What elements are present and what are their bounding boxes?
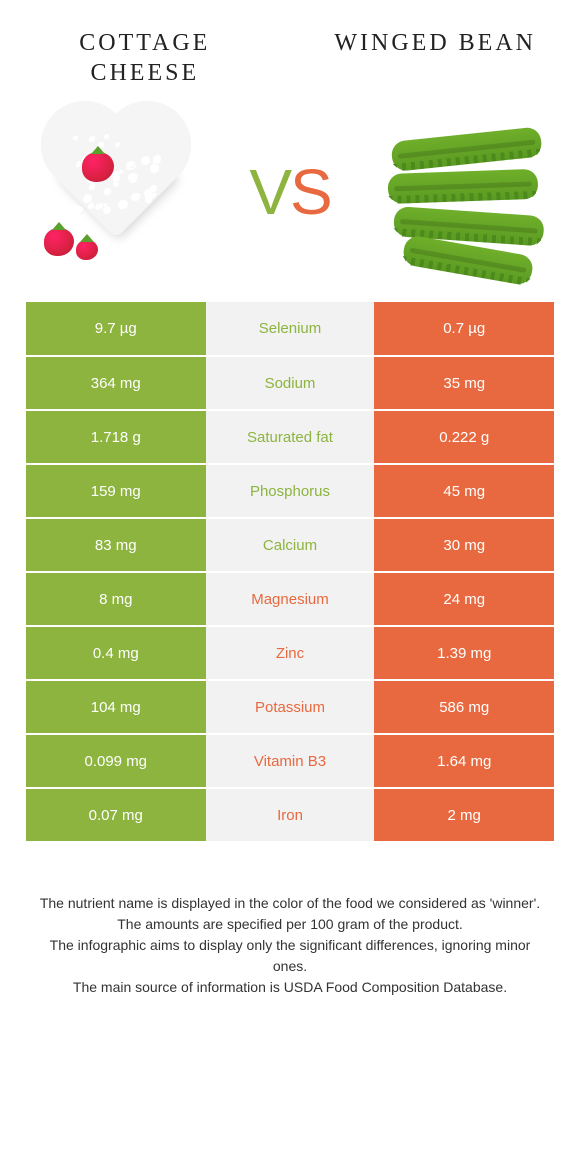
table-row: 104 mgPotassium586 mg — [26, 680, 554, 734]
nutrient-name: Potassium — [206, 680, 375, 734]
vs-v: V — [249, 156, 290, 228]
left-value: 0.099 mg — [26, 734, 206, 788]
footnotes: The nutrient name is displayed in the co… — [26, 893, 554, 998]
table-row: 0.4 mgZinc1.39 mg — [26, 626, 554, 680]
vs-s: S — [290, 156, 331, 228]
footnote-line: The amounts are specified per 100 gram o… — [32, 914, 548, 935]
titles-row: COTTAGE CHEESE WINGED BEAN — [26, 28, 554, 88]
left-value: 83 mg — [26, 518, 206, 572]
left-value: 104 mg — [26, 680, 206, 734]
nutrient-name: Calcium — [206, 518, 375, 572]
right-value: 586 mg — [374, 680, 554, 734]
footnote-line: The infographic aims to display only the… — [32, 935, 548, 977]
left-food-title: COTTAGE CHEESE — [26, 28, 264, 88]
nutrient-name: Magnesium — [206, 572, 375, 626]
left-value: 159 mg — [26, 464, 206, 518]
left-value: 9.7 µg — [26, 302, 206, 356]
nutrient-name: Saturated fat — [206, 410, 375, 464]
footnote-line: The nutrient name is displayed in the co… — [32, 893, 548, 914]
left-value: 0.07 mg — [26, 788, 206, 842]
nutrient-name: Zinc — [206, 626, 375, 680]
left-value: 0.4 mg — [26, 626, 206, 680]
footnote-line: The main source of information is USDA F… — [32, 977, 548, 998]
left-value: 1.718 g — [26, 410, 206, 464]
images-row: VS — [26, 102, 554, 282]
nutrient-name: Vitamin B3 — [206, 734, 375, 788]
right-food-title: WINGED BEAN — [316, 28, 554, 88]
nutrient-name: Selenium — [206, 302, 375, 356]
right-value: 45 mg — [374, 464, 554, 518]
right-value: 0.7 µg — [374, 302, 554, 356]
winged-bean-image — [374, 112, 554, 272]
table-row: 0.07 mgIron2 mg — [26, 788, 554, 842]
left-value: 364 mg — [26, 356, 206, 410]
nutrient-name: Iron — [206, 788, 375, 842]
table-row: 0.099 mgVitamin B31.64 mg — [26, 734, 554, 788]
right-value: 1.39 mg — [374, 626, 554, 680]
table-row: 9.7 µgSelenium0.7 µg — [26, 302, 554, 356]
left-value: 8 mg — [26, 572, 206, 626]
right-value: 30 mg — [374, 518, 554, 572]
table-row: 83 mgCalcium30 mg — [26, 518, 554, 572]
right-value: 35 mg — [374, 356, 554, 410]
table-row: 364 mgSodium35 mg — [26, 356, 554, 410]
nutrient-table: 9.7 µgSelenium0.7 µg364 mgSodium35 mg1.7… — [26, 302, 554, 843]
nutrient-name: Phosphorus — [206, 464, 375, 518]
right-value: 0.222 g — [374, 410, 554, 464]
right-value: 1.64 mg — [374, 734, 554, 788]
right-value: 24 mg — [374, 572, 554, 626]
nutrient-name: Sodium — [206, 356, 375, 410]
vs-label: VS — [249, 155, 330, 229]
table-row: 8 mgMagnesium24 mg — [26, 572, 554, 626]
table-row: 159 mgPhosphorus45 mg — [26, 464, 554, 518]
table-row: 1.718 gSaturated fat0.222 g — [26, 410, 554, 464]
cottage-cheese-image — [26, 112, 206, 272]
right-value: 2 mg — [374, 788, 554, 842]
